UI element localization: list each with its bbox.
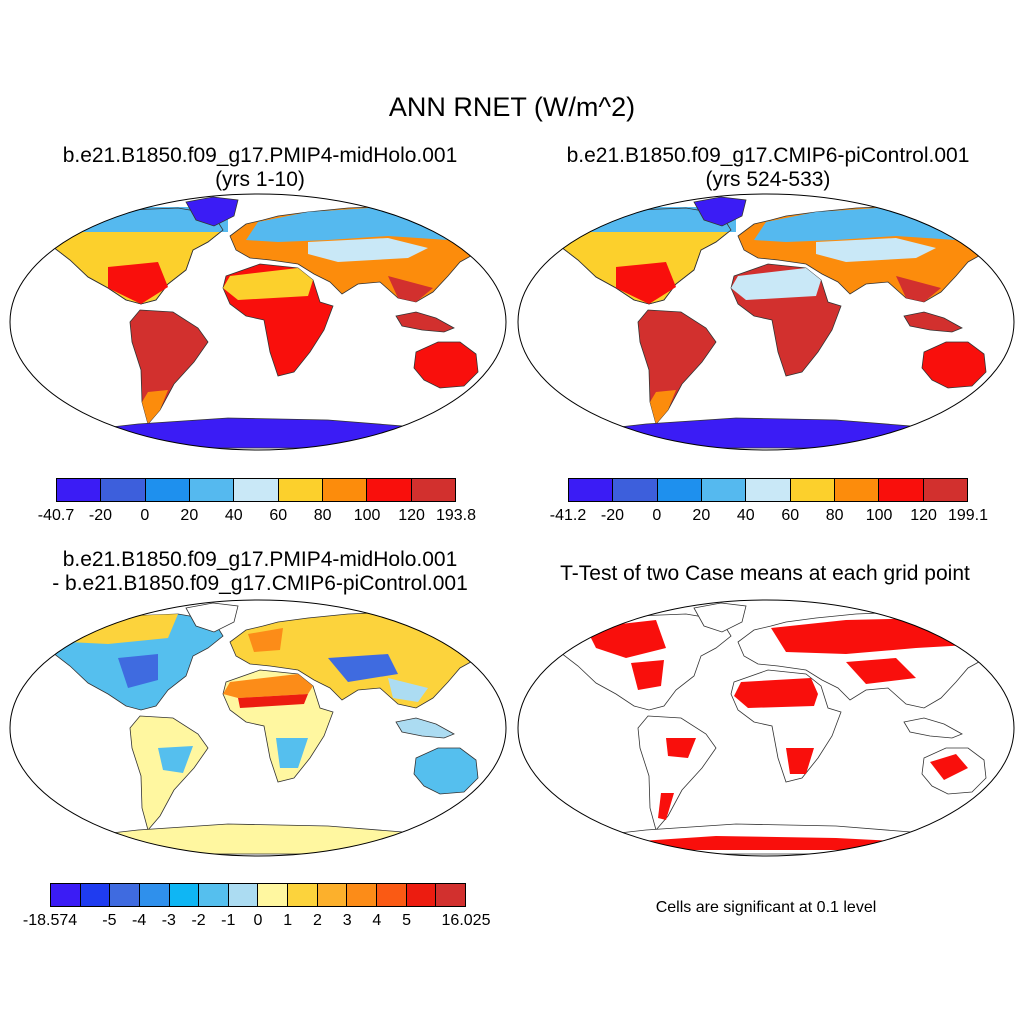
top-right-title-line2: (yrs 524-533) — [705, 168, 831, 191]
colorbar-segment — [322, 479, 368, 501]
colorbar-tick-label: 0 — [253, 912, 263, 929]
colorbar-tick-label: 0 — [652, 507, 662, 524]
figure-title: ANN RNET (W/m^2) — [388, 92, 636, 122]
colorbar-segment — [411, 479, 455, 501]
colorbar-tick-label: -18.574 — [22, 912, 78, 929]
colorbar-segment — [199, 884, 229, 906]
bottom-left-title-line1: b.e21.B1850.f09_g17.PMIP4-midHolo.001 — [62, 548, 458, 571]
colorbar-tick-label: 100 — [353, 507, 381, 524]
bottom-left-title-line2: - b.e21.B1850.f09_g17.CMIP6-piControl.00… — [52, 572, 468, 595]
colorbar-tick-label: 5 — [402, 912, 412, 929]
colorbar-segment — [288, 884, 318, 906]
colorbar-segment — [569, 479, 614, 501]
colorbar-tick-label: -20 — [88, 507, 112, 524]
colorbar-tick-label: 3 — [342, 912, 352, 929]
colorbar-tick-label: 80 — [825, 507, 844, 524]
colorbar-segment — [746, 479, 791, 501]
top-left-title-line1: b.e21.B1850.f09_g17.PMIP4-midHolo.001 — [62, 144, 458, 167]
colorbar-tick-label: 40 — [224, 507, 243, 524]
colorbar-segment — [377, 884, 407, 906]
colorbar-segment — [790, 479, 835, 501]
colorbar-segment — [317, 884, 348, 906]
colorbar-segment — [613, 479, 658, 501]
colorbar-tick-label: 4 — [372, 912, 382, 929]
significance-note: Cells are significant at 0.1 level — [655, 899, 877, 916]
colorbar-tick-label: 193.8 — [435, 507, 477, 524]
colorbar-tick-label: 40 — [736, 507, 755, 524]
colorbar-segment — [278, 479, 323, 501]
colorbar-segment — [258, 884, 289, 906]
top-left-colorbar — [56, 478, 456, 502]
colorbar-tick-label: 80 — [313, 507, 332, 524]
colorbar-segment — [110, 884, 140, 906]
colorbar-tick-label: 0 — [140, 507, 150, 524]
colorbar-tick-label: -3 — [161, 912, 176, 929]
colorbar-tick-label: -2 — [191, 912, 206, 929]
colorbar-segment — [834, 479, 880, 501]
colorbar-segment — [57, 479, 102, 501]
colorbar-tick-label: -5 — [102, 912, 117, 929]
colorbar-segment — [406, 884, 437, 906]
colorbar-tick-label: 20 — [692, 507, 711, 524]
bottom-left-panel-title: b.e21.B1850.f09_g17.PMIP4-midHolo.001 - … — [5, 548, 515, 596]
colorbar-tick-label: -41.2 — [549, 507, 587, 524]
bottom-right-panel-title: T-Test of two Case means at each grid po… — [510, 562, 1020, 586]
colorbar-tick-label: 2 — [312, 912, 322, 929]
colorbar-tick-label: -1 — [221, 912, 236, 929]
top-left-title-line2: (yrs 1-10) — [215, 168, 305, 191]
top-right-panel-title: b.e21.B1850.f09_g17.CMIP6-piControl.001 … — [518, 144, 1018, 192]
top-left-panel-title: b.e21.B1850.f09_g17.PMIP4-midHolo.001 (y… — [10, 144, 510, 192]
colorbar-segment — [189, 479, 235, 501]
colorbar-tick-label: 199.1 — [947, 507, 989, 524]
colorbar-segment — [347, 884, 378, 906]
colorbar-tick-label: -4 — [132, 912, 147, 929]
colorbar-segment — [51, 884, 81, 906]
colorbar-tick-label: 100 — [865, 507, 893, 524]
colorbar-segment — [436, 884, 465, 906]
colorbar-tick-label: 16.025 — [441, 912, 491, 929]
top-right-colorbar — [568, 478, 968, 502]
top-right-map — [517, 193, 1015, 451]
colorbar-tick-label: 60 — [781, 507, 800, 524]
colorbar-segment — [80, 884, 111, 906]
top-left-map — [9, 193, 507, 451]
bottom-left-colorbar — [50, 883, 466, 907]
colorbar-segment — [234, 479, 279, 501]
colorbar-tick-label: 120 — [910, 507, 937, 524]
colorbar-tick-label: -40.7 — [37, 507, 75, 524]
colorbar-segment — [139, 884, 170, 906]
bottom-right-significance-map — [517, 599, 1015, 857]
colorbar-segment — [169, 884, 200, 906]
bottom-right-title-line1: T-Test of two Case means at each grid po… — [560, 562, 970, 585]
colorbar-tick-label: -20 — [600, 507, 624, 524]
colorbar-segment — [657, 479, 702, 501]
top-right-title-line1: b.e21.B1850.f09_g17.CMIP6-piControl.001 — [566, 144, 970, 167]
colorbar-segment — [701, 479, 747, 501]
colorbar-tick-label: 20 — [180, 507, 199, 524]
colorbar-segment — [228, 884, 259, 906]
colorbar-segment — [879, 479, 924, 501]
colorbar-tick-label: 60 — [269, 507, 288, 524]
colorbar-segment — [145, 479, 190, 501]
bottom-left-difference-map — [9, 599, 507, 857]
colorbar-tick-label: 120 — [398, 507, 425, 524]
colorbar-segment — [367, 479, 412, 501]
colorbar-segment — [923, 479, 967, 501]
colorbar-segment — [101, 479, 146, 501]
colorbar-tick-label: 1 — [283, 912, 293, 929]
